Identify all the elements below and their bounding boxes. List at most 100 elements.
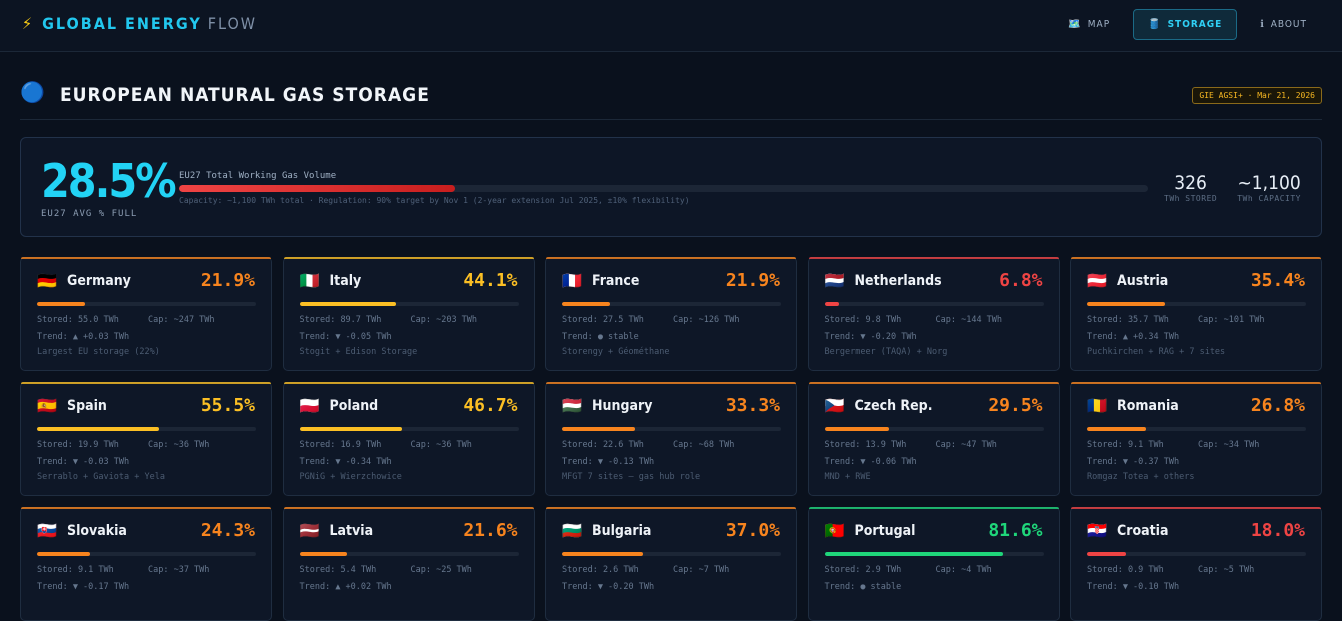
capacity: Cap: ~4 TWh [935,565,992,575]
flag: 🇸🇰 [37,521,57,540]
page: ⚡ GLOBAL ENERGY FLOW 🗺️ MAP 🛢️ STORAGE ℹ ABOUT … [0,9,1342,621]
nav-item[interactable]: 🛢️ STORAGE [1133,9,1238,40]
progress-track [179,185,1148,192]
progress-fill [562,427,635,431]
fill-percent: 29.5% [988,395,1043,416]
country-card[interactable]: 🇳🇱 Netherlands 6.8% Stored: 9.8 TWh Cap: ~14… [807,257,1060,371]
flag: 🇮🇹 [299,271,320,290]
progress-fill [37,427,159,431]
trend: Trend: ▼ -0.37 TWh [1087,457,1180,467]
progress-track [562,302,781,306]
card-accent [808,257,1059,259]
stored: Stored: 55.0 TWh [37,315,119,325]
country-card[interactable]: 🇪🇸 Spain 55.5% Stored: 19.9 TWh Cap: ~36 TWh… [20,382,272,496]
card-grid: 🇩🇪 Germany 21.9% Stored: 55.0 TWh Cap: ~247 … [20,257,1322,621]
progress-track [562,427,781,431]
brand[interactable]: ⚡ GLOBAL ENERGY FLOW [22,14,257,33]
country-card[interactable]: 🇦🇹 Austria 35.4% Stored: 35.7 TWh Cap: ~101 … [1070,257,1322,371]
progress-fill [1087,427,1146,431]
trend: Trend: ▼ -0.20 TWh [562,582,655,592]
capacity: Cap: ~36 TWh [410,440,472,450]
stat-value: 326 [1174,172,1207,194]
capacity: Cap: ~126 TWh [673,315,740,325]
card-accent [1071,507,1321,509]
site-note: Romgaz Totea + others [1087,472,1195,482]
progress-fill [1087,302,1165,306]
card-accent [21,257,271,259]
fill-percent: 33.3% [725,395,780,416]
nav-item[interactable]: 🗺️ MAP [1053,9,1125,40]
stored: Stored: 16.9 TWh [299,440,382,450]
card-accent [21,507,271,509]
progress-track [824,552,1044,556]
nav-item[interactable]: ℹ ABOUT [1245,9,1322,40]
stat: ~1,100 TWh CAPACITY [1237,172,1301,203]
country-name: Spain [67,398,107,414]
country-card[interactable]: 🇮🇹 Italy 44.1% Stored: 89.7 TWh Cap: ~203 TW… [282,257,535,371]
card-accent [283,257,534,259]
progress-track [37,427,256,431]
avg-caption: EU27 AVG % FULL [41,209,138,219]
trend: Trend: ▼ -0.10 TWh [1087,582,1180,592]
trend: Trend: ● stable [824,582,902,592]
section-header: 🔵 EUROPEAN NATURAL GAS STORAGE GIE AGSI+… [20,80,1322,120]
country-card[interactable]: 🇱🇻 Latvia 21.6% Stored: 5.4 TWh Cap: ~25 TWh… [282,507,535,621]
trend: Trend: ▲ +0.03 TWh [37,332,130,342]
stored: Stored: 22.6 TWh [562,440,644,450]
country-card[interactable]: 🇵🇹 Portugal 81.6% Stored: 2.9 TWh Cap: ~4 TW… [807,507,1060,621]
trend: Trend: ▼ -0.17 TWh [37,582,130,592]
card-accent [1071,257,1321,259]
nav-label: MAP [1087,19,1111,30]
site-note: MFGT 7 sites — gas hub role [562,472,701,482]
stored: Stored: 9.1 TWh [1087,440,1164,450]
fill-percent: 44.1% [463,270,518,291]
capacity: Cap: ~68 TWh [673,440,735,450]
nav-icon: ℹ [1260,19,1265,30]
country-card[interactable]: 🇫🇷 France 21.9% Stored: 27.5 TWh Cap: ~126 T… [545,257,797,371]
site-note: Puchkirchen + RAG + 7 sites [1087,347,1226,357]
progress-track [37,552,256,556]
country-name: Austria [1117,273,1169,289]
capacity: Cap: ~25 TWh [410,565,472,575]
nav-label: STORAGE [1167,19,1223,30]
progress-fill [179,185,456,192]
flag: 🇦🇹 [1087,271,1107,290]
trend: Trend: ▼ -0.13 TWh [562,457,655,467]
card-accent [808,382,1059,384]
progress-fill [299,302,397,306]
country-name: Slovakia [67,523,127,539]
flag: 🇭🇷 [1087,521,1107,540]
nav: 🗺️ MAP 🛢️ STORAGE ℹ ABOUT [1053,9,1322,40]
nav-icon: 🗺️ [1068,19,1082,30]
stored: Stored: 35.7 TWh [1087,315,1169,325]
country-card[interactable]: 🇸🇰 Slovakia 24.3% Stored: 9.1 TWh Cap: ~37 T… [20,507,272,621]
stored: Stored: 9.1 TWh [37,565,114,575]
fill-percent: 26.8% [1250,395,1305,416]
progress-fill [299,552,347,556]
country-card[interactable]: 🇭🇷 Croatia 18.0% Stored: 0.9 TWh Cap: ~5 TWh… [1070,507,1322,621]
card-accent [283,507,534,509]
progress-track [1087,552,1306,556]
country-card[interactable]: 🇨🇿 Czech Rep. 29.5% Stored: 13.9 TWh Cap: ~4… [807,382,1060,496]
stat-value: ~1,100 [1237,172,1301,194]
country-card[interactable]: 🇭🇺 Hungary 33.3% Stored: 22.6 TWh Cap: ~68 T… [545,382,797,496]
capacity: Cap: ~144 TWh [935,315,1003,325]
progress-track [1087,427,1306,431]
progress-fill [1087,552,1127,556]
trend: Trend: ▼ -0.34 TWh [299,457,392,467]
card-accent [546,507,796,509]
flag: 🇨🇿 [824,396,845,415]
progress-fill [37,302,85,306]
progress-track [824,302,1044,306]
flag: 🇧🇬 [562,521,582,540]
country-name: Germany [67,273,131,289]
stored: Stored: 19.9 TWh [37,440,119,450]
country-card[interactable]: 🇧🇬 Bulgaria 37.0% Stored: 2.6 TWh Cap: ~7 TW… [545,507,797,621]
trend: Trend: ▲ +0.34 TWh [1087,332,1180,342]
country-card[interactable]: 🇩🇪 Germany 21.9% Stored: 55.0 TWh Cap: ~247 … [20,257,272,371]
card-accent [546,382,796,384]
capacity: Cap: ~36 TWh [148,440,210,450]
country-card[interactable]: 🇷🇴 Romania 26.8% Stored: 9.1 TWh Cap: ~34 TW… [1070,382,1322,496]
fill-percent: 46.7% [463,395,518,416]
country-card[interactable]: 🇵🇱 Poland 46.7% Stored: 16.9 TWh Cap: ~36 TW… [282,382,535,496]
